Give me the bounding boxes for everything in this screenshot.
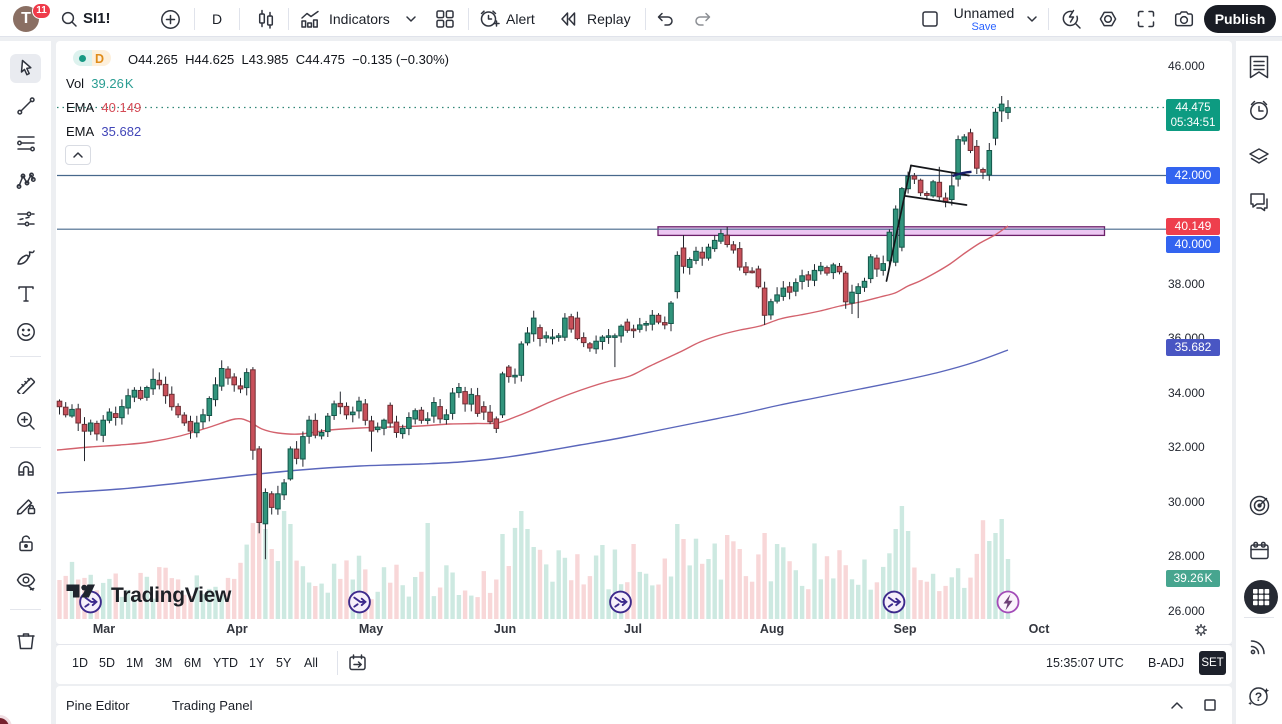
svg-text:?: ?: [1255, 690, 1262, 704]
